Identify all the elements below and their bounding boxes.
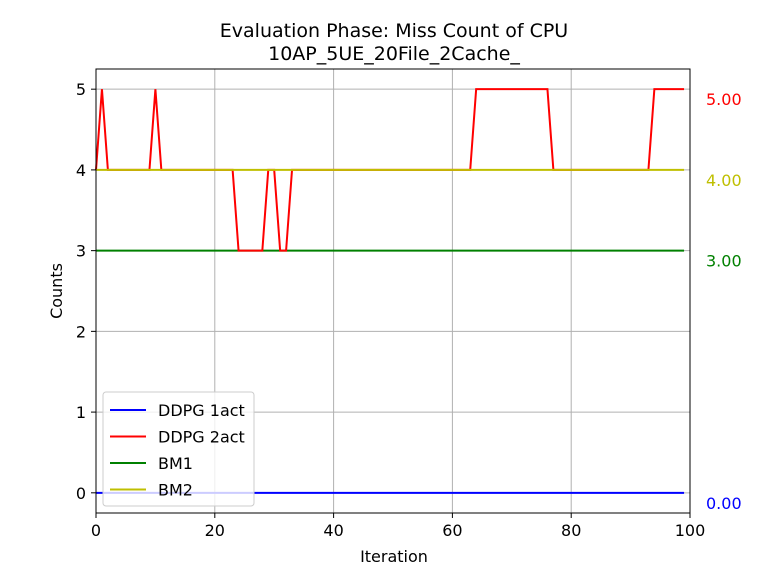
chart-subtitle: 10AP_5UE_20File_2Cache_ [268, 43, 520, 65]
y-tick-label: 3 [76, 242, 86, 261]
legend-box [102, 391, 255, 507]
y-tick-label: 1 [76, 403, 86, 422]
x-tick-label: 80 [561, 521, 581, 540]
value-annotation-2: 5.00 [706, 90, 742, 109]
legend-label: DDPG 2act [158, 428, 245, 447]
plot-frame [95, 68, 691, 514]
x-tick-label: 100 [675, 521, 706, 540]
value-annotation-4: 4.00 [706, 171, 742, 190]
y-tick-label: 2 [76, 322, 86, 341]
legend: DDPG 1act DDPG 2act BM1 BM2 [102, 391, 255, 507]
value-annotations: 0.00 5.00 3.00 4.00 [706, 90, 742, 513]
ticks: 0 20 40 60 80 100 0 1 2 3 4 5 [76, 80, 705, 540]
legend-label: BM2 [158, 481, 193, 500]
y-tick-label: 5 [76, 80, 86, 99]
y-tick-label: 0 [76, 484, 86, 503]
value-annotation-3: 3.00 [706, 252, 742, 271]
legend-label: DDPG 1act [158, 401, 245, 420]
chart-title: Evaluation Phase: Miss Count of CPU [220, 20, 568, 42]
x-axis-label: Iteration [360, 547, 428, 566]
legend-label: BM1 [158, 454, 193, 473]
x-tick-label: 60 [442, 521, 462, 540]
x-tick-label: 0 [91, 521, 101, 540]
x-tick-label: 40 [323, 521, 343, 540]
value-annotation-1: 0.00 [706, 494, 742, 513]
y-tick-label: 4 [76, 161, 86, 180]
y-axis-label: Counts [47, 263, 66, 319]
x-tick-label: 20 [205, 521, 225, 540]
